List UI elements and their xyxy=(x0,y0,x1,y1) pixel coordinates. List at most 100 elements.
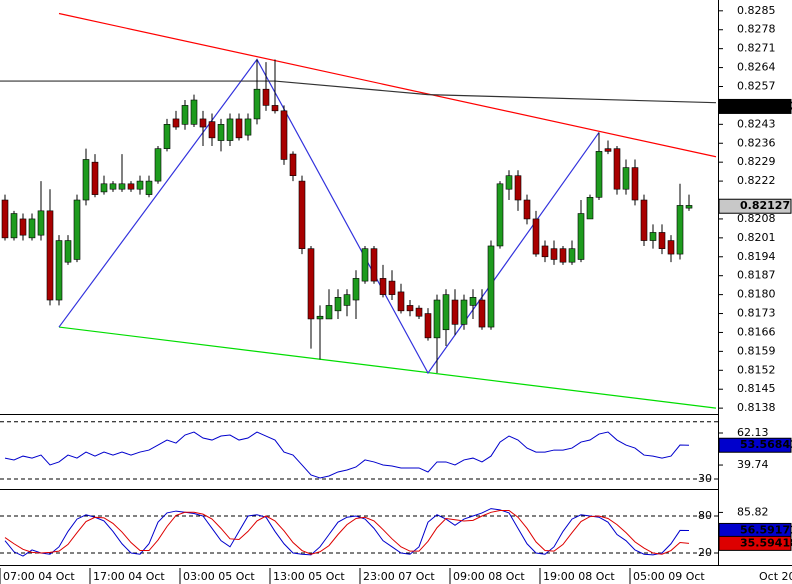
candle-body xyxy=(442,294,450,331)
y-tick-label: 0.8173 xyxy=(737,307,776,320)
stochastic-panel xyxy=(0,508,718,557)
candle-body xyxy=(262,88,270,106)
indicator-line xyxy=(4,431,690,479)
indicator-value-text: 53.56843 xyxy=(740,438,792,451)
x-tick-label: 17:00 04 Oct xyxy=(93,570,165,583)
candle-body xyxy=(316,315,324,320)
candle-body xyxy=(136,180,144,190)
candle-body xyxy=(10,213,18,239)
axes: 0.8285 0.8278 0.8271 0.8264 0.8257 0.8243 0.82… xyxy=(0,4,792,584)
candle-body xyxy=(289,153,297,176)
candle-body xyxy=(469,297,477,306)
candle-body xyxy=(352,278,360,301)
y-tick-label: 0.8264 xyxy=(737,61,776,74)
candle-body xyxy=(541,245,549,258)
candle-body xyxy=(550,248,558,260)
level-label: 80 xyxy=(698,509,712,522)
y-tick-label: 0.8285 xyxy=(737,4,776,17)
candle-body xyxy=(46,210,54,301)
candle-body xyxy=(235,118,243,139)
candle-body xyxy=(127,183,135,190)
main-panel xyxy=(0,12,717,409)
overlay-line xyxy=(0,80,717,104)
candle-body xyxy=(172,118,180,128)
candle-body xyxy=(217,124,225,141)
candle-body xyxy=(415,307,423,317)
candle-body xyxy=(100,183,108,193)
x-tick-label: 13:00 05 Oct xyxy=(273,570,345,583)
candle-body xyxy=(199,118,207,128)
candle-body xyxy=(676,205,684,255)
candle-body xyxy=(73,199,81,260)
candle-body xyxy=(649,232,657,241)
candle-body xyxy=(64,240,72,263)
candle-body xyxy=(343,294,351,306)
candle-body xyxy=(271,105,279,112)
candle-body xyxy=(280,110,288,160)
candle-body xyxy=(208,121,216,139)
candle-body xyxy=(658,232,666,249)
candle-body xyxy=(523,199,531,220)
y-tick-label: 0.8152 xyxy=(737,363,776,376)
candle-body xyxy=(118,183,126,190)
x-tick-label: 03:00 05 Oct xyxy=(183,570,255,583)
candle-body xyxy=(325,305,333,320)
x-tick-label: 09:00 08 Oct xyxy=(453,570,525,583)
candle-body xyxy=(460,299,468,325)
candle-body xyxy=(226,118,234,141)
candle-body xyxy=(19,218,27,236)
candle-body xyxy=(577,213,585,260)
y-tick-label: 0.8138 xyxy=(737,401,776,414)
candle-body xyxy=(406,305,414,312)
candle-body xyxy=(595,151,603,198)
candle-body xyxy=(451,299,459,325)
candle-body xyxy=(28,218,36,239)
y-tick-label: 0.8257 xyxy=(737,79,776,92)
candle-body xyxy=(163,124,171,149)
candle-body xyxy=(622,167,630,190)
candle-body xyxy=(244,118,252,136)
y-tick-label: 0.8159 xyxy=(737,344,776,357)
indicator-line xyxy=(4,508,690,557)
candle-body xyxy=(478,299,486,328)
candle-body xyxy=(568,248,576,263)
y-tick-label: 0.8271 xyxy=(737,42,776,55)
indicator-value-text: 35.59418 xyxy=(740,536,792,549)
candle-body xyxy=(505,175,513,190)
candle-body xyxy=(145,180,153,195)
candle-body xyxy=(154,148,162,182)
candle-body xyxy=(613,148,621,190)
y-tick-label: 0.8166 xyxy=(737,325,776,338)
candle-body xyxy=(487,245,495,328)
candle-body xyxy=(1,199,9,239)
x-corner-label: Oct 2012 xyxy=(759,570,792,583)
candle-body xyxy=(397,291,405,312)
candle-body xyxy=(586,197,594,220)
overlay-line xyxy=(58,326,717,409)
candle-body xyxy=(514,175,522,201)
candle-body xyxy=(685,205,693,209)
candle-body xyxy=(37,210,45,236)
candle-body xyxy=(361,248,369,282)
candle-body xyxy=(631,167,639,201)
level-label: 20 xyxy=(698,546,712,559)
y-tick-label: 0.8236 xyxy=(737,136,776,149)
x-tick-label: 07:00 04 Oct xyxy=(3,570,75,583)
candle-body xyxy=(667,240,675,255)
x-tick-label: 23:00 07 Oct xyxy=(363,570,435,583)
candle-body xyxy=(190,99,198,125)
y-tick-label: 0.8229 xyxy=(737,155,776,168)
y-tick-label: 0.8278 xyxy=(737,23,776,36)
candle-body xyxy=(424,313,432,339)
candle-body xyxy=(334,297,342,312)
y-tick-label: 0.8194 xyxy=(737,250,776,263)
candle-body xyxy=(370,248,378,282)
candle-body xyxy=(532,218,540,255)
candle-body xyxy=(82,159,90,201)
y-tick-label: 0.8222 xyxy=(737,174,776,187)
candle-body xyxy=(559,248,567,263)
y-tick-label: 39.74 xyxy=(737,458,769,471)
y-tick-label: 62.13 xyxy=(737,426,769,439)
candle-body xyxy=(91,161,99,195)
